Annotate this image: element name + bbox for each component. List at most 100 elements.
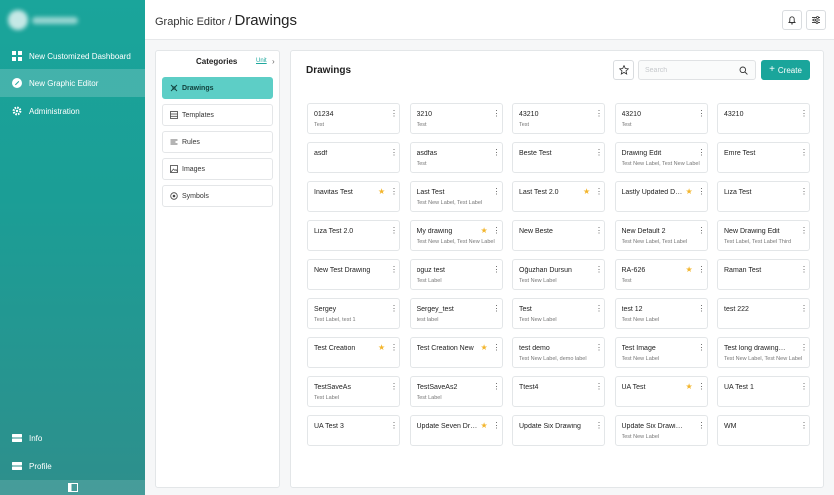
more-options-icon[interactable]: ⋮ bbox=[800, 304, 808, 313]
drawing-card[interactable]: Liza Test 2.0 ⋮ bbox=[307, 220, 400, 251]
search-input[interactable] bbox=[638, 60, 756, 80]
more-options-icon[interactable]: ⋮ bbox=[492, 421, 501, 430]
favorite-star-icon[interactable]: ★ bbox=[378, 187, 386, 196]
drawing-card[interactable]: Inavitas Test ★ ⋮ bbox=[307, 181, 400, 212]
more-options-icon[interactable]: ⋮ bbox=[697, 421, 706, 430]
settings-sliders-button[interactable] bbox=[806, 10, 826, 30]
more-options-icon[interactable]: ⋮ bbox=[595, 265, 603, 274]
more-options-icon[interactable]: ⋮ bbox=[697, 304, 706, 313]
more-options-icon[interactable]: ⋮ bbox=[595, 148, 603, 157]
drawing-card[interactable]: Sergey_test test label ⋮ bbox=[409, 298, 503, 329]
favorites-filter-button[interactable] bbox=[613, 60, 634, 80]
drawing-card[interactable]: New Default 2 Test New Label, Test Label ⋮ bbox=[614, 220, 708, 251]
sidebar-item-customized-dashboard[interactable]: New Customized Dashboard bbox=[0, 42, 145, 70]
more-options-icon[interactable]: ⋮ bbox=[390, 343, 398, 352]
unit-link[interactable]: Unit bbox=[256, 58, 267, 64]
more-options-icon[interactable]: ⋮ bbox=[800, 226, 808, 235]
more-options-icon[interactable]: ⋮ bbox=[390, 382, 398, 391]
more-options-icon[interactable]: ⋮ bbox=[595, 226, 603, 235]
drawing-card[interactable]: 43210 ⋮ bbox=[717, 103, 810, 134]
drawing-card[interactable]: Test Test New Label ⋮ bbox=[512, 298, 605, 329]
more-options-icon[interactable]: ⋮ bbox=[492, 265, 501, 274]
more-options-icon[interactable]: ⋮ bbox=[595, 109, 603, 118]
more-options-icon[interactable]: ⋮ bbox=[697, 382, 706, 391]
more-options-icon[interactable]: ⋮ bbox=[492, 148, 501, 157]
drawing-card[interactable]: TestSaveAs2 Test Label ⋮ bbox=[409, 376, 503, 407]
favorite-star-icon[interactable]: ★ bbox=[685, 187, 693, 196]
drawing-card[interactable]: New Beste ⋮ bbox=[512, 220, 605, 251]
drawing-card[interactable]: asdfas Test ⋮ bbox=[409, 142, 503, 173]
more-options-icon[interactable]: ⋮ bbox=[492, 109, 501, 118]
more-options-icon[interactable]: ⋮ bbox=[390, 226, 398, 235]
drawing-card[interactable]: Update Six Drawing 2 Test New Label ⋮ bbox=[614, 415, 708, 446]
drawing-card[interactable]: Lastly Updated Drawing★ ⋮ bbox=[614, 181, 708, 212]
more-options-icon[interactable]: ⋮ bbox=[390, 148, 398, 157]
more-options-icon[interactable]: ⋮ bbox=[492, 187, 501, 196]
drawing-card[interactable]: Update Seven Drawing★ ⋮ bbox=[409, 415, 503, 446]
category-rules[interactable]: Rules bbox=[162, 131, 273, 153]
more-options-icon[interactable]: ⋮ bbox=[595, 187, 603, 196]
more-options-icon[interactable]: ⋮ bbox=[390, 421, 398, 430]
create-button[interactable]: + Create bbox=[761, 60, 810, 80]
drawing-card[interactable]: Liza Test ⋮ bbox=[717, 181, 810, 212]
sidebar-item-info[interactable]: Info bbox=[0, 424, 145, 452]
more-options-icon[interactable]: ⋮ bbox=[697, 148, 706, 157]
drawing-card[interactable]: My drawing Test New Label, Test New Label… bbox=[409, 220, 503, 251]
more-options-icon[interactable]: ⋮ bbox=[595, 304, 603, 313]
drawing-card[interactable]: Beste Test ⋮ bbox=[512, 142, 605, 173]
category-templates[interactable]: Templates bbox=[162, 104, 273, 126]
drawing-card[interactable]: 43210 Test ⋮ bbox=[614, 103, 708, 134]
more-options-icon[interactable]: ⋮ bbox=[697, 226, 706, 235]
category-symbols[interactable]: Symbols bbox=[162, 185, 273, 207]
favorite-star-icon[interactable]: ★ bbox=[480, 226, 488, 235]
more-options-icon[interactable]: ⋮ bbox=[800, 382, 808, 391]
drawing-card[interactable]: Last Test 2.0 ★ ⋮ bbox=[512, 181, 605, 212]
sidebar-item-graphic-editor[interactable]: New Graphic Editor bbox=[0, 69, 145, 97]
drawing-card[interactable]: 3210 Test ⋮ bbox=[409, 103, 503, 134]
more-options-icon[interactable]: ⋮ bbox=[697, 187, 706, 196]
drawing-card[interactable]: test 12 Test New Label ⋮ bbox=[614, 298, 708, 329]
more-options-icon[interactable]: ⋮ bbox=[492, 226, 501, 235]
drawing-card[interactable]: Last Test Test New Label, Test Label ⋮ bbox=[409, 181, 503, 212]
more-options-icon[interactable]: ⋮ bbox=[697, 265, 706, 274]
more-options-icon[interactable]: ⋮ bbox=[492, 304, 501, 313]
drawing-card[interactable]: Oğuzhan Dursun Test New Label ⋮ bbox=[512, 259, 605, 290]
drawing-card[interactable]: New Drawing Edit Test Label, Test Label T… bbox=[717, 220, 810, 251]
more-options-icon[interactable]: ⋮ bbox=[390, 109, 398, 118]
more-options-icon[interactable]: ⋮ bbox=[492, 343, 501, 352]
sidebar-item-administration[interactable]: Administration bbox=[0, 97, 145, 125]
more-options-icon[interactable]: ⋮ bbox=[800, 421, 808, 430]
drawing-card[interactable]: oguz test Test Label ⋮ bbox=[409, 259, 503, 290]
more-options-icon[interactable]: ⋮ bbox=[800, 148, 808, 157]
drawing-card[interactable]: Test Creation New ★ ⋮ bbox=[409, 337, 503, 368]
drawing-card[interactable]: Test long drawing name Test New Label, Te… bbox=[717, 337, 810, 368]
drawing-card[interactable]: UA Test 1 ⋮ bbox=[717, 376, 810, 407]
drawing-card[interactable]: WM ⋮ bbox=[717, 415, 810, 446]
company-logo[interactable] bbox=[8, 10, 78, 30]
category-drawings[interactable]: Drawings bbox=[162, 77, 273, 99]
favorite-star-icon[interactable]: ★ bbox=[583, 187, 591, 196]
more-options-icon[interactable]: ⋮ bbox=[800, 265, 808, 274]
drawing-card[interactable]: RA-626 Test ★ ⋮ bbox=[614, 259, 708, 290]
notifications-button[interactable] bbox=[782, 10, 802, 30]
more-options-icon[interactable]: ⋮ bbox=[390, 265, 398, 274]
sidebar-item-profile[interactable]: Profile bbox=[0, 452, 145, 480]
more-options-icon[interactable]: ⋮ bbox=[595, 343, 603, 352]
more-options-icon[interactable]: ⋮ bbox=[800, 187, 808, 196]
drawing-card[interactable]: Raman Test ⋮ bbox=[717, 259, 810, 290]
drawing-card[interactable]: New Test Drawing ⋮ bbox=[307, 259, 400, 290]
more-options-icon[interactable]: ⋮ bbox=[800, 109, 808, 118]
drawing-card[interactable]: Drawing Edit Test New Label, Test New Lab… bbox=[614, 142, 708, 173]
category-images[interactable]: Images bbox=[162, 158, 273, 180]
search-icon[interactable] bbox=[739, 66, 748, 75]
drawing-card[interactable]: TestSaveAs Test Label ⋮ bbox=[307, 376, 400, 407]
drawing-card[interactable]: 43210 Test ⋮ bbox=[512, 103, 605, 134]
more-options-icon[interactable]: ⋮ bbox=[595, 421, 603, 430]
drawing-card[interactable]: Emre Test ⋮ bbox=[717, 142, 810, 173]
favorite-star-icon[interactable]: ★ bbox=[378, 343, 386, 352]
drawing-card[interactable]: Test Image Test New Label ⋮ bbox=[614, 337, 708, 368]
drawing-card[interactable]: UA Test 3 ⋮ bbox=[307, 415, 400, 446]
favorite-star-icon[interactable]: ★ bbox=[480, 343, 488, 352]
more-options-icon[interactable]: ⋮ bbox=[390, 304, 398, 313]
drawing-card[interactable]: Test Creation ★ ⋮ bbox=[307, 337, 400, 368]
